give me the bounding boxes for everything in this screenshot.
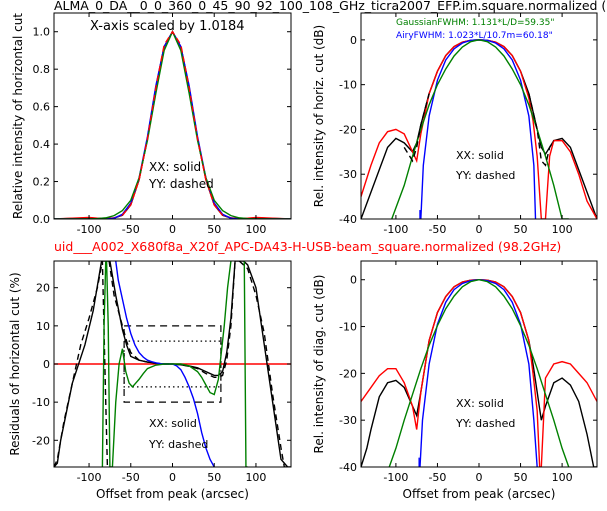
series-line-6	[101, 261, 232, 467]
x-tick-label: -50	[122, 223, 140, 236]
series-line-1	[361, 39, 597, 219]
annotation-0: X-axis scaled by 1.0184	[90, 19, 245, 34]
plot-area	[361, 279, 597, 467]
y-tick-label: 0	[350, 274, 357, 287]
y-tick-label: -20	[339, 367, 357, 380]
series-line-4	[121, 30, 224, 216]
y-axis-label: Rel. intensity of diag. cut (dB)	[312, 275, 326, 454]
figure-title: ALMA_0_DA__0_0_360_0_45_90_92_100_108_GH…	[54, 0, 606, 13]
y-tick-label: -10	[339, 321, 357, 334]
annotation-1: YY: dashed	[455, 417, 515, 430]
x-tick-label: 0	[169, 223, 176, 236]
y-tick-label: 0.0	[33, 213, 51, 226]
y-tick-label: 0.2	[33, 176, 51, 189]
y-tick-label: -30	[339, 168, 357, 181]
y-tick-label: -10	[339, 79, 357, 92]
x-tick-label: 0	[169, 471, 176, 484]
y-tick-label: 0.6	[33, 101, 51, 114]
series-line-6	[528, 93, 555, 167]
annotation-0: XX: solid	[456, 397, 504, 410]
y-tick-label: -40	[339, 213, 357, 226]
x-tick-label: 0	[476, 471, 483, 484]
y-tick-label: -20	[32, 434, 50, 447]
x-tick-label: -50	[428, 471, 446, 484]
annotation-1: AiryFWHM: 1.023*L/10.7m=60.18"	[396, 31, 553, 41]
annotation-1: YY: dashed	[148, 438, 208, 451]
x-tick-label: -50	[428, 223, 446, 236]
x-tick-label: -100	[77, 471, 102, 484]
series-line-0	[361, 279, 597, 467]
series-line-5	[403, 93, 430, 163]
y-axis-label: Rel. intensity of horiz. cut (dB)	[312, 25, 326, 207]
y-tick-label: -40	[339, 461, 357, 474]
annotation-3: YY: dashed	[455, 169, 515, 182]
axes-frame	[360, 12, 598, 220]
y-tick-label: -10	[32, 396, 50, 409]
x-tick-label: 50	[207, 471, 221, 484]
x-tick-label: 50	[514, 223, 528, 236]
x-axis-label: Offset from peak (arcsec)	[96, 487, 249, 501]
annotation-2: XX: solid	[456, 149, 504, 162]
y-tick-label: 0.4	[33, 138, 51, 151]
plot-area	[361, 39, 597, 219]
annotation-1: XX: solid	[149, 160, 201, 174]
x-tick-label: 100	[552, 223, 573, 236]
x-tick-label: -100	[383, 471, 408, 484]
series-line-2	[54, 261, 110, 467]
annotation-0: XX: solid	[149, 417, 197, 430]
series-line-2	[419, 279, 538, 467]
plot-area	[54, 261, 291, 467]
plots-group: -100 -50 0 50 1000.00.20.40.60.81.0Relative …	[8, 12, 598, 501]
annotation-0: GaussianFWHM: 1.131*L/D=59.35"	[396, 18, 554, 28]
chart-tl: -100 -50 0 50 100 0.0 0.2 0.4 0.6 0.8 1.0 Relative …	[11, 12, 292, 236]
x-tick-label: 100	[245, 223, 266, 236]
x-tick-label: 100	[245, 471, 266, 484]
series-line-4	[391, 39, 569, 219]
y-axis-label: Relative intensity of horizontal cut	[11, 13, 25, 219]
y-tick-label: 20	[36, 282, 50, 295]
y-tick-label: -20	[339, 123, 357, 136]
x-tick-label: 50	[207, 223, 221, 236]
series-line-1	[361, 279, 597, 467]
series-line-4	[238, 261, 286, 467]
x-tick-label: -50	[122, 471, 140, 484]
annotation-2: YY: dashed	[148, 177, 214, 191]
y-tick-label: -30	[339, 414, 357, 427]
x-axis-label: Offset from peak (arcsec)	[403, 487, 556, 501]
y-tick-label: 0	[350, 34, 357, 47]
x-tick-label: 50	[514, 471, 528, 484]
y-tick-label: 1.0	[33, 26, 51, 39]
series-line-4	[388, 279, 570, 467]
x-tick-label: 100	[552, 471, 573, 484]
axes-frame	[360, 260, 598, 468]
x-tick-label: -100	[77, 223, 102, 236]
x-tick-label: 0	[476, 223, 483, 236]
y-axis-label: Residuals of horizontal cut (%)	[8, 272, 22, 455]
y-tick-label: 10	[36, 320, 50, 333]
y-tick-label: 0	[43, 358, 50, 371]
y-tick-label: 0.8	[33, 63, 51, 76]
comparison-title: uid___A002_X680f8a_X20f_APC-DA43-H-USB-b…	[54, 239, 561, 254]
series-line-3	[108, 261, 236, 379]
x-tick-label: -100	[383, 223, 408, 236]
series-line-7	[243, 261, 248, 467]
